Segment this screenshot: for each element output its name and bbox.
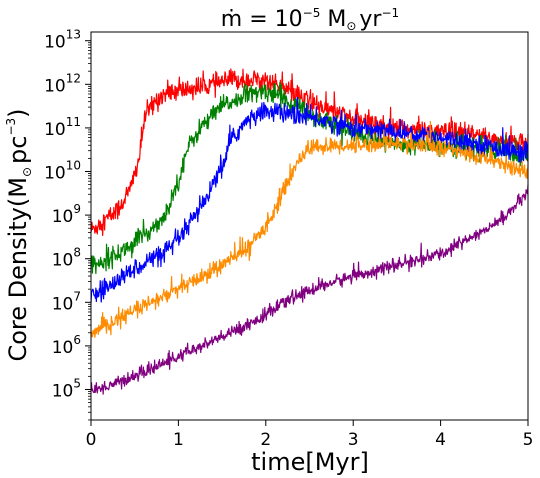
- x-tick-label: 1: [173, 430, 184, 450]
- ylabel-main: Core Density(M: [4, 177, 32, 362]
- chart-title: ṁ = 10−5 M⊙ yr−1: [221, 6, 399, 33]
- series-line-3: [90, 96, 529, 304]
- y-tick-label: 1010: [44, 159, 81, 184]
- y-tick-label: 1011: [44, 115, 81, 140]
- y-tick-label: 1012: [44, 71, 81, 96]
- title-sun: ⊙: [346, 19, 356, 33]
- y-tick-label: 109: [52, 202, 81, 227]
- y-axis-label: Core Density(M⊙ pc−3): [4, 108, 34, 361]
- y-tick-label: 108: [52, 246, 81, 271]
- x-tick-label: 0: [86, 430, 97, 450]
- x-axis-label: time[Myr]: [251, 448, 369, 476]
- ylabel-sun: ⊙: [20, 167, 34, 177]
- y-tick-label: 1013: [44, 28, 81, 53]
- series-line-5: [90, 184, 529, 395]
- ylabel-exp: −3: [4, 118, 18, 136]
- ylabel-unit: pc: [4, 136, 32, 164]
- ylabel-close: ): [4, 108, 32, 117]
- x-tick-label: 2: [260, 430, 271, 450]
- series-layer: [90, 68, 529, 395]
- series-line-4: [90, 120, 529, 339]
- title-unit-a: M: [320, 7, 346, 32]
- tick-layer: 0 1 2 3 4 5 105 106 107 108 109 1010 1011 1012 1013: [44, 28, 533, 450]
- plot-frame: [90, 31, 529, 421]
- x-tick-label: 5: [523, 430, 534, 450]
- y-tick-label: 106: [52, 333, 81, 358]
- x-tick-label: 3: [348, 430, 359, 450]
- title-eq: = 10: [242, 7, 302, 32]
- title-unit-b: yr: [359, 7, 382, 32]
- y-tick-label: 105: [52, 376, 81, 401]
- title-exp: −5: [303, 6, 321, 20]
- title-mdot: ṁ: [221, 7, 242, 32]
- title-unit-exp: −1: [381, 6, 399, 20]
- x-tick-label: 4: [435, 430, 446, 450]
- y-tick-label: 107: [52, 289, 81, 314]
